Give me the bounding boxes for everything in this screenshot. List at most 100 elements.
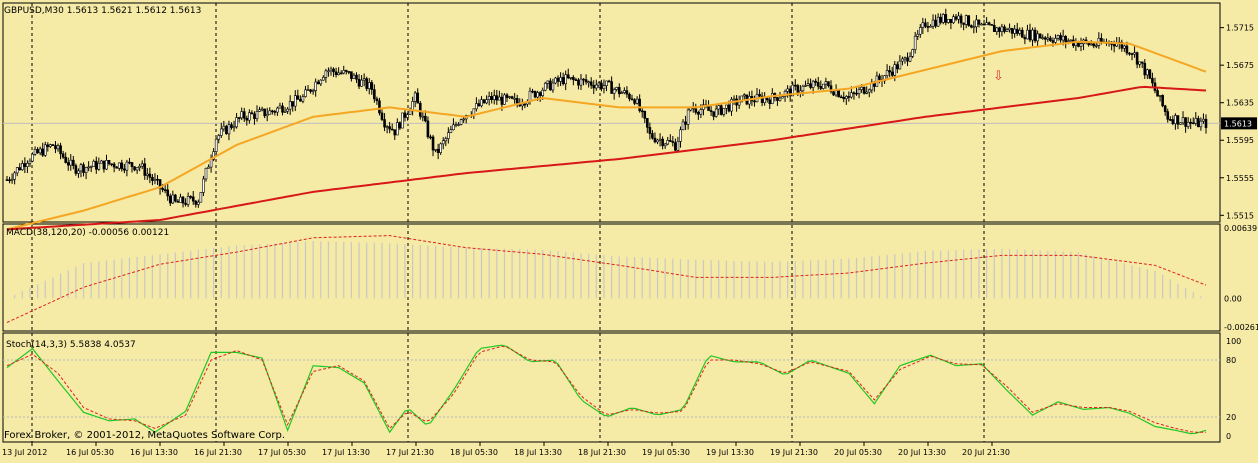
candle-body xyxy=(681,121,685,131)
candle-body xyxy=(987,22,991,25)
stochastic-indicator xyxy=(3,344,1220,435)
candle-body xyxy=(1163,105,1167,112)
candle-body xyxy=(352,74,356,79)
candle-body xyxy=(222,125,226,130)
candle-body xyxy=(538,92,542,96)
candle-body xyxy=(732,98,736,101)
candle-body xyxy=(505,94,509,98)
candle-body xyxy=(855,92,858,95)
candle-body xyxy=(804,85,807,87)
candle-body xyxy=(148,173,152,178)
candle-body xyxy=(589,81,593,86)
candle-body xyxy=(1158,95,1162,97)
candle-body xyxy=(15,167,19,174)
candle-body xyxy=(918,27,922,35)
time-tick-label: 18 Jul 21:30 xyxy=(578,448,626,457)
candle-body xyxy=(10,178,14,181)
candle-body xyxy=(959,15,963,24)
candle-body xyxy=(972,26,976,29)
candle-body xyxy=(31,153,34,162)
candle-body xyxy=(245,117,249,121)
time-tick-label: 17 Jul 21:30 xyxy=(386,448,434,457)
candle-body xyxy=(1120,41,1124,49)
candle-body xyxy=(630,98,634,101)
candle-body xyxy=(265,113,269,117)
candle-body xyxy=(56,145,60,150)
main-chart-title: GBPUSD,M30 1.5613 1.5621 1.5612 1.5613 xyxy=(4,6,201,16)
candle-body xyxy=(291,101,295,107)
candle-body xyxy=(1026,29,1029,40)
candle-body xyxy=(1143,62,1147,76)
candle-body xyxy=(916,33,920,37)
candle-body xyxy=(26,162,29,167)
candle-body xyxy=(975,19,978,28)
candle-body xyxy=(168,195,172,204)
candle-body xyxy=(253,113,256,119)
candle-body xyxy=(61,153,65,158)
candle-body xyxy=(781,96,784,99)
candle-body xyxy=(92,160,96,167)
ma-fast-line xyxy=(6,40,1207,231)
candle-body xyxy=(64,156,67,163)
candle-body xyxy=(43,144,47,156)
candle-body xyxy=(543,82,547,91)
macd-panel xyxy=(2,223,1221,332)
candle-body xyxy=(658,138,662,141)
candle-body xyxy=(1059,35,1062,41)
candle-body xyxy=(911,49,914,57)
candle-body xyxy=(878,75,881,80)
candle-body xyxy=(893,64,897,76)
candle-body xyxy=(661,138,664,147)
candle-body xyxy=(939,16,942,23)
candle-body xyxy=(444,138,448,142)
candle-body xyxy=(485,99,488,104)
candle-body xyxy=(156,178,159,181)
candle-body xyxy=(355,74,358,80)
candle-body xyxy=(1005,29,1009,32)
candle-body xyxy=(610,81,613,94)
candle-body xyxy=(819,86,823,89)
time-tick-label: 19 Jul 05:30 xyxy=(642,448,690,457)
candle-body xyxy=(867,89,871,93)
candle-body xyxy=(1036,33,1039,42)
candle-body xyxy=(77,170,80,174)
candle-body xyxy=(982,23,986,26)
time-tick-label: 13 Jul 2012 xyxy=(2,448,47,457)
candle-body xyxy=(1133,52,1136,55)
candle-body xyxy=(860,86,863,90)
candle-body xyxy=(452,124,455,130)
panel-frames xyxy=(2,2,1221,443)
candle-body xyxy=(1151,77,1154,84)
candle-body xyxy=(350,71,353,79)
candle-body xyxy=(1010,27,1014,34)
candle-body xyxy=(814,80,817,83)
candle-body xyxy=(1171,119,1175,124)
candle-body xyxy=(862,86,866,94)
candle-body xyxy=(640,110,644,113)
candle-body xyxy=(278,105,282,109)
candle-body xyxy=(725,104,728,109)
candle-body xyxy=(531,90,534,93)
candle-body xyxy=(1146,69,1149,76)
candle-body xyxy=(612,89,616,94)
macd-indicator xyxy=(6,235,1207,323)
candle-body xyxy=(1112,44,1116,47)
candle-body xyxy=(214,138,218,152)
candle-body xyxy=(107,160,111,165)
candle-body xyxy=(1066,40,1070,43)
candle-body xyxy=(1189,121,1192,124)
candle-body xyxy=(924,22,927,27)
candle-body xyxy=(513,98,516,100)
candle-body xyxy=(844,96,848,100)
candle-body xyxy=(339,72,343,75)
candle-body xyxy=(79,164,83,172)
candle-body xyxy=(441,140,445,145)
candle-body xyxy=(393,129,397,136)
candlesticks[interactable] xyxy=(5,8,1208,208)
candle-body xyxy=(1123,45,1126,49)
candle-body xyxy=(418,102,422,117)
time-tick-label: 19 Jul 21:30 xyxy=(770,448,818,457)
candle-body xyxy=(574,79,578,81)
